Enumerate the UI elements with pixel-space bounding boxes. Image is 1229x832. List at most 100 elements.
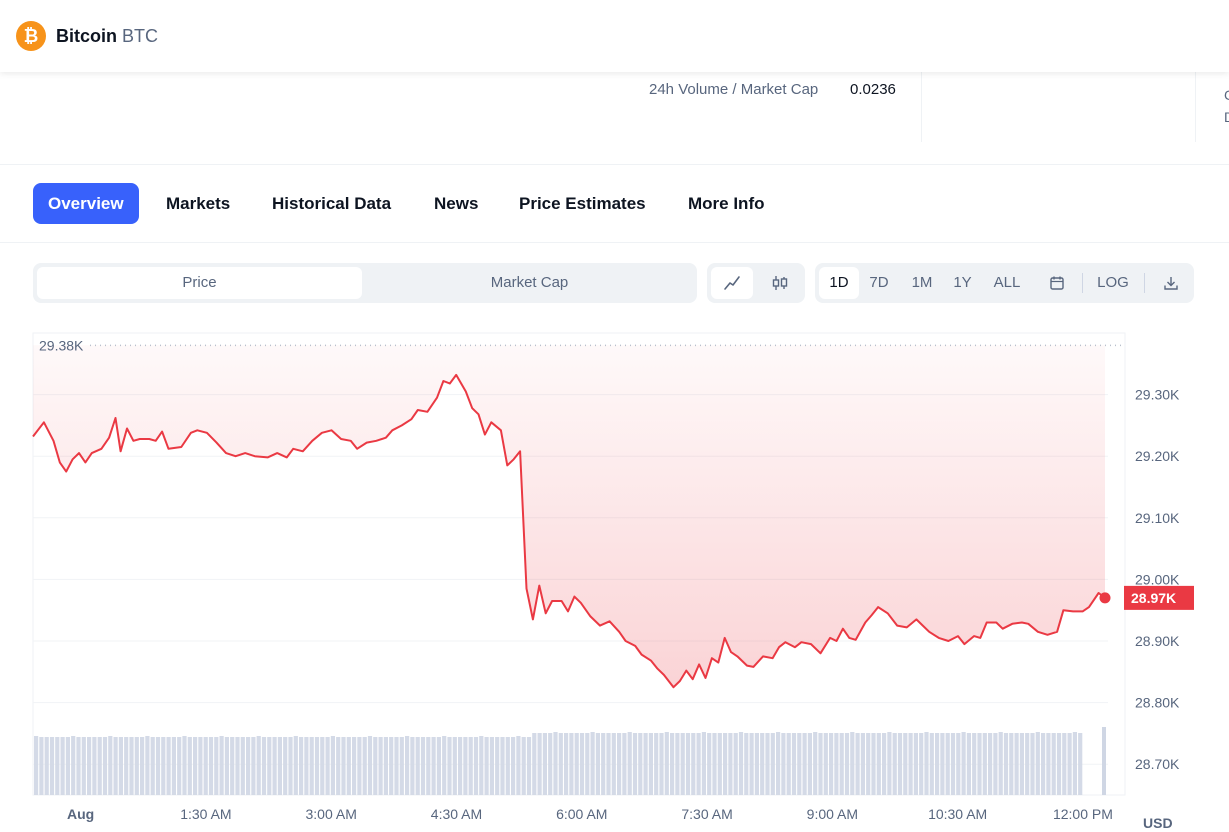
volume-bar	[134, 737, 139, 795]
volume-bar	[844, 733, 850, 795]
volume-bar	[770, 733, 775, 795]
volume-bar	[553, 732, 558, 795]
volume-bar	[961, 732, 966, 795]
volume-bar	[330, 736, 335, 795]
volume-bar	[394, 737, 399, 795]
volume-bar	[1030, 733, 1035, 795]
volume-bar	[585, 733, 590, 795]
volume-bar	[405, 736, 410, 795]
volume-bar	[521, 737, 526, 795]
stats-divider	[1195, 72, 1196, 142]
tab-news[interactable]: News	[434, 194, 479, 213]
range-1m-button[interactable]: 1M	[911, 274, 933, 291]
volume-bar	[595, 733, 600, 795]
volume-bar	[458, 737, 463, 795]
volume-bar	[39, 737, 44, 795]
range-1y-button[interactable]: 1Y	[953, 274, 972, 291]
y-tick-label: 28.80K	[1135, 695, 1180, 711]
volume-bar	[277, 737, 282, 795]
volume-bar	[198, 737, 203, 795]
volume-bar	[982, 733, 987, 795]
volume-bar	[654, 733, 659, 795]
price-area-fill	[33, 345, 1105, 688]
market-cap-metric-button[interactable]: Market Cap	[490, 274, 569, 291]
volume-bar	[452, 737, 457, 795]
volume-bar	[754, 733, 759, 795]
price-chart[interactable]: 29.38K 29.30K 29.20K 29.10K 29.00K 28.90K 28.…	[0, 320, 1229, 832]
volume-bar	[442, 736, 447, 795]
volume-bar	[892, 733, 897, 795]
volume-bar	[1003, 733, 1009, 795]
current-price-badge	[1124, 585, 1194, 610]
date-range-button[interactable]	[1041, 267, 1073, 299]
volume-bar	[617, 733, 622, 795]
price-metric-button[interactable]: Price	[37, 267, 362, 299]
volume-bar	[341, 737, 346, 795]
volume-bar	[55, 737, 60, 795]
volume-bar	[214, 737, 219, 795]
coin-header: ₿ Bitcoin BTC	[0, 0, 1229, 72]
plot-frame	[32, 332, 1126, 796]
high-price-label: 29.38K	[39, 337, 84, 353]
volume-bar	[855, 733, 860, 795]
x-tick-label: 4:30 AM	[431, 806, 482, 822]
range-all-button[interactable]: ALL	[993, 274, 1021, 291]
volume-bar	[564, 733, 569, 795]
volume-bar	[378, 737, 383, 795]
x-tick-label: 1:30 AM	[180, 806, 231, 822]
line-chart-button[interactable]	[711, 267, 753, 299]
volume-bar	[208, 737, 214, 795]
volume-bar	[850, 732, 855, 795]
volume-bar	[410, 737, 415, 795]
volume-bar	[516, 736, 521, 795]
range-7d-button[interactable]: 7D	[869, 274, 889, 291]
volume-bar	[320, 737, 325, 795]
tab-markets[interactable]: Markets	[166, 194, 231, 213]
volume-bar	[781, 733, 786, 795]
volume-bar	[876, 733, 881, 795]
tab-historical-data[interactable]: Historical Data	[272, 194, 392, 213]
volume-bar	[495, 737, 500, 795]
download-chart-button[interactable]	[1153, 267, 1189, 299]
range-1d-button[interactable]: 1D	[819, 267, 859, 299]
x-tick-label: 3:00 AM	[306, 806, 357, 822]
metric-selector: Price Market Cap	[33, 263, 697, 303]
volume-bar	[1062, 733, 1067, 795]
volume-bar	[537, 733, 542, 795]
coin-name: Bitcoin	[56, 25, 117, 46]
volume-bar	[240, 737, 245, 795]
x-tick-label: 12:00 PM	[1053, 806, 1113, 822]
log-scale-button[interactable]: LOG	[1097, 274, 1129, 291]
range-separator	[1082, 273, 1083, 293]
volume-bar	[203, 737, 208, 795]
tab-more-info[interactable]: More Info	[688, 194, 765, 213]
volume-bar	[818, 733, 823, 795]
volume-bar	[802, 733, 807, 795]
volume-bar	[1019, 733, 1024, 795]
volume-bar	[92, 737, 97, 795]
volume-bar	[871, 733, 876, 795]
range-separator	[1144, 273, 1145, 293]
volume-bar	[76, 737, 81, 795]
volume-bar	[1046, 733, 1051, 795]
volume-bar	[484, 737, 489, 795]
volume-bar	[171, 737, 176, 795]
volume-bar	[627, 732, 632, 795]
tab-price-estimates[interactable]: Price Estimates	[519, 194, 646, 213]
tab-overview[interactable]: Overview	[33, 183, 139, 224]
y-tick-label: 29.30K	[1135, 387, 1180, 403]
volume-bar	[166, 737, 171, 795]
y-tick-label: 29.00K	[1135, 571, 1180, 587]
candlestick-chart-button[interactable]	[759, 267, 801, 299]
volume-bar	[267, 737, 272, 795]
volume-bar	[246, 737, 251, 795]
volume-bar	[723, 733, 728, 795]
volume-bar	[691, 733, 696, 795]
volume-bar	[659, 733, 664, 795]
volume-bar	[389, 737, 394, 795]
volume-bar	[765, 733, 770, 795]
volume-bar	[44, 737, 49, 795]
chart-type-selector	[707, 263, 805, 303]
line-chart-icon	[724, 276, 740, 290]
current-price-label: 28.97K	[1131, 590, 1176, 606]
